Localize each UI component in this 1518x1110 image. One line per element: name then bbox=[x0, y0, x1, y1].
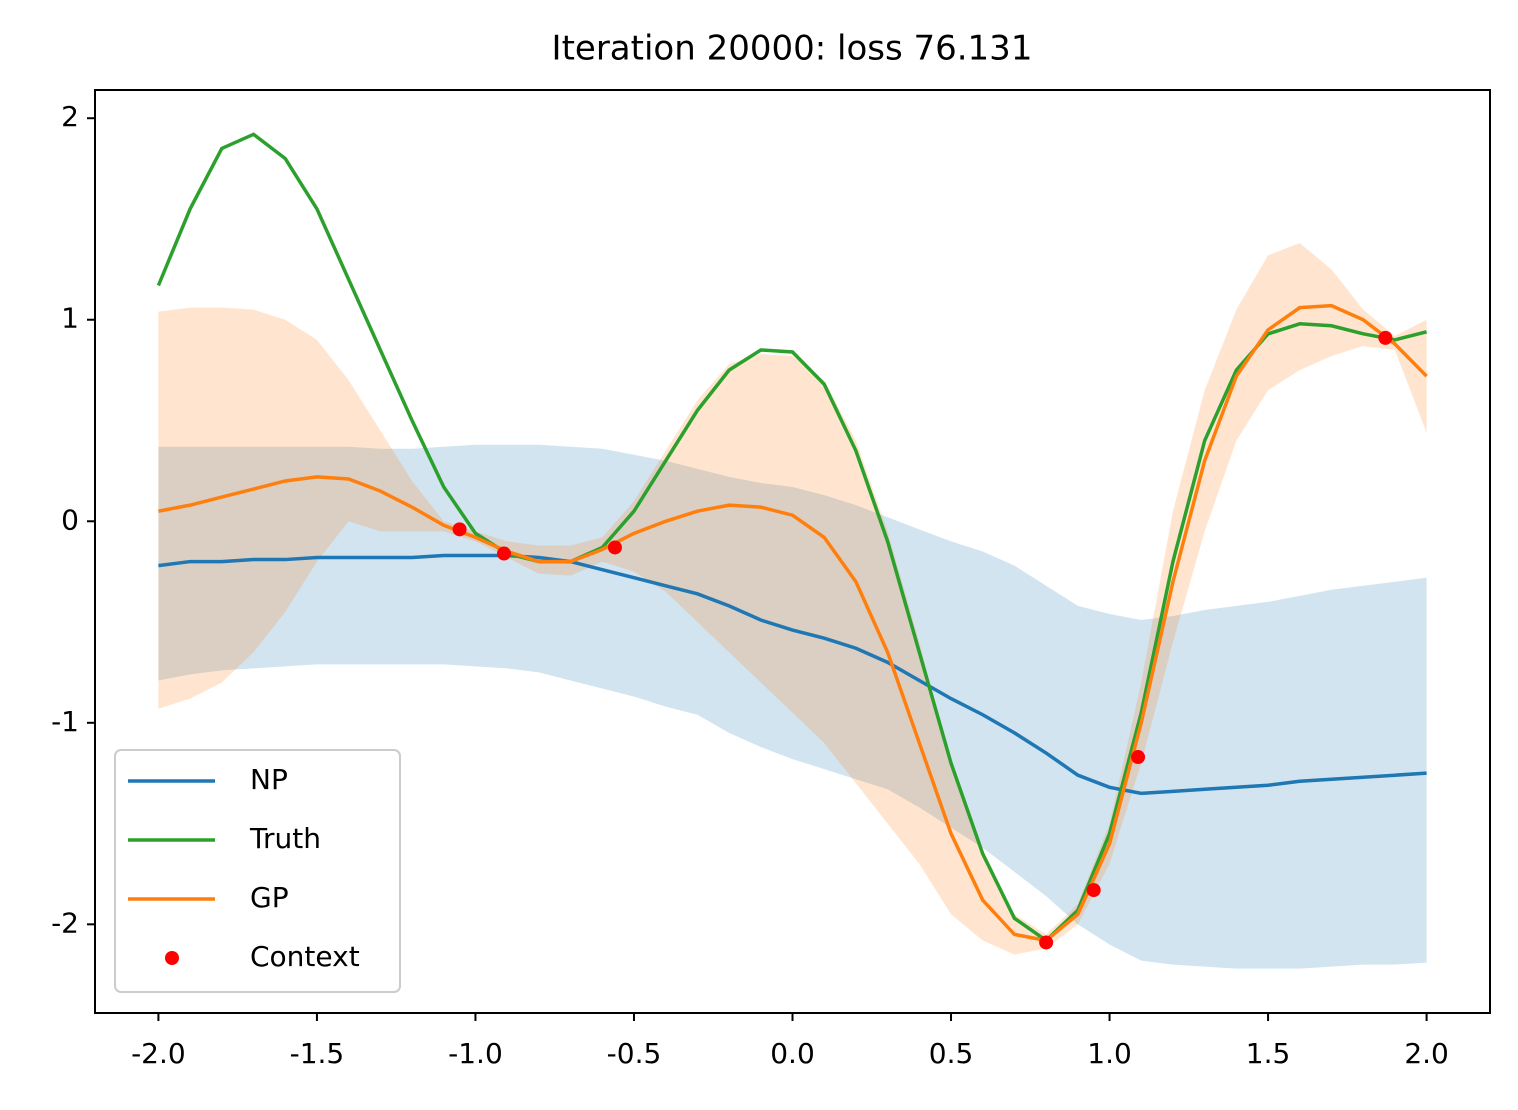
legend-label: Truth bbox=[249, 822, 321, 855]
x-tick-label: 1.0 bbox=[1087, 1037, 1132, 1070]
x-tick-label: -1.0 bbox=[448, 1037, 503, 1070]
legend-marker bbox=[165, 951, 179, 965]
x-tick-label: 2.0 bbox=[1404, 1037, 1449, 1070]
context-point bbox=[1039, 935, 1054, 950]
series-line bbox=[158, 553, 1427, 796]
context-point bbox=[1378, 330, 1393, 345]
legend-label: GP bbox=[250, 881, 289, 914]
x-tick-label: -1.5 bbox=[290, 1037, 345, 1070]
y-tick-label: 0 bbox=[61, 503, 79, 536]
x-tick-label: 0.0 bbox=[770, 1037, 815, 1070]
y-tick-label: 1 bbox=[61, 302, 79, 335]
legend-label: Context bbox=[250, 940, 360, 973]
context-point bbox=[496, 546, 511, 561]
legend-box bbox=[114, 749, 401, 993]
y-tick-label: -1 bbox=[51, 705, 79, 738]
x-tick-label: -0.5 bbox=[607, 1037, 662, 1070]
chart-title: Iteration 20000: loss 76.131 bbox=[552, 29, 1033, 69]
y-tick-label: 2 bbox=[61, 100, 79, 133]
context-point bbox=[607, 540, 622, 555]
y-tick-label: -2 bbox=[51, 906, 79, 939]
context-point bbox=[1131, 750, 1146, 765]
series-line bbox=[156, 132, 1428, 943]
context-point bbox=[1086, 883, 1101, 898]
context-point bbox=[452, 522, 467, 537]
x-tick-label: -2.0 bbox=[131, 1037, 186, 1070]
series-line bbox=[158, 303, 1428, 943]
confidence-band bbox=[158, 243, 1427, 955]
x-tick-label: 1.5 bbox=[1246, 1037, 1291, 1070]
legend-label: NP bbox=[250, 763, 288, 796]
x-tick-label: 0.5 bbox=[929, 1037, 974, 1070]
